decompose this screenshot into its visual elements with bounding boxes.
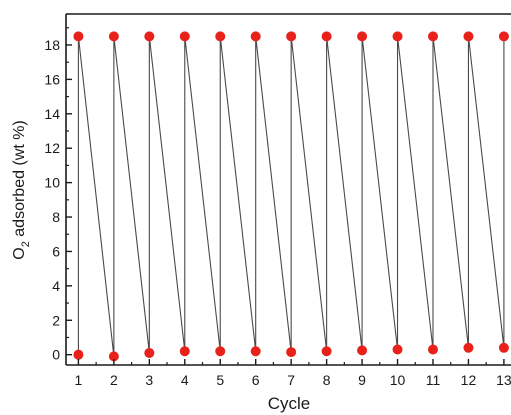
- x-tick-label: 2: [110, 372, 118, 388]
- data-point: [108, 351, 119, 362]
- data-point: [73, 31, 84, 42]
- x-axis-label: Cycle: [268, 394, 311, 413]
- x-tick-label: 13: [496, 372, 511, 388]
- data-point: [357, 345, 368, 356]
- y-axis-label-subscript: 2: [20, 241, 32, 247]
- data-point: [144, 31, 155, 42]
- data-point: [427, 31, 438, 42]
- series-line: [77, 36, 505, 357]
- axes: [65, 13, 511, 366]
- y-tick-label: 14: [44, 106, 60, 122]
- data-point: [250, 31, 261, 42]
- y-tick-label: 0: [52, 347, 60, 363]
- x-tick-label: 1: [75, 372, 83, 388]
- data-point: [498, 31, 509, 42]
- y-tick-label: 4: [52, 278, 60, 294]
- data-point: [498, 342, 509, 353]
- x-tick-label: 3: [145, 372, 153, 388]
- y-tick-label: 12: [44, 140, 60, 156]
- x-tick-label: 5: [216, 372, 224, 388]
- data-point: [463, 31, 474, 42]
- data-point: [392, 31, 403, 42]
- data-point: [250, 346, 261, 357]
- data-point: [215, 346, 226, 357]
- data-point: [144, 347, 155, 358]
- data-point: [357, 31, 368, 42]
- x-tick-label: 8: [323, 372, 331, 388]
- x-tick-label: 7: [287, 372, 295, 388]
- y-tick-label: 18: [44, 37, 60, 53]
- y-tick-label: 2: [52, 312, 60, 328]
- y-axis-label: O2 adsorbed (wt %): [11, 120, 32, 260]
- data-point: [286, 347, 297, 358]
- data-point: [392, 344, 403, 355]
- y-tick-label: 10: [44, 175, 60, 191]
- data-point: [73, 349, 84, 360]
- data-point: [463, 342, 474, 353]
- y-axis-label-suffix: adsorbed (wt %): [11, 120, 28, 241]
- x-tick-label: 10: [390, 372, 406, 388]
- data-point: [321, 346, 332, 357]
- x-tick-label: 4: [181, 372, 189, 388]
- data-point: [215, 31, 226, 42]
- y-axis-label-prefix: O: [11, 247, 28, 259]
- data-point: [321, 31, 332, 42]
- data-point: [286, 31, 297, 42]
- data-point: [179, 346, 190, 357]
- data-point: [179, 31, 190, 42]
- data-point: [427, 344, 438, 355]
- x-tick-label: 9: [358, 372, 366, 388]
- x-tick-label: 11: [426, 372, 441, 388]
- data-point: [108, 31, 119, 42]
- y-tick-label: 16: [44, 71, 60, 87]
- x-tick-label: 6: [252, 372, 260, 388]
- y-tick-label: 6: [52, 243, 60, 259]
- plot-area: [73, 31, 509, 362]
- y-tick-label: 8: [52, 209, 60, 225]
- x-tick-label: 12: [461, 372, 477, 388]
